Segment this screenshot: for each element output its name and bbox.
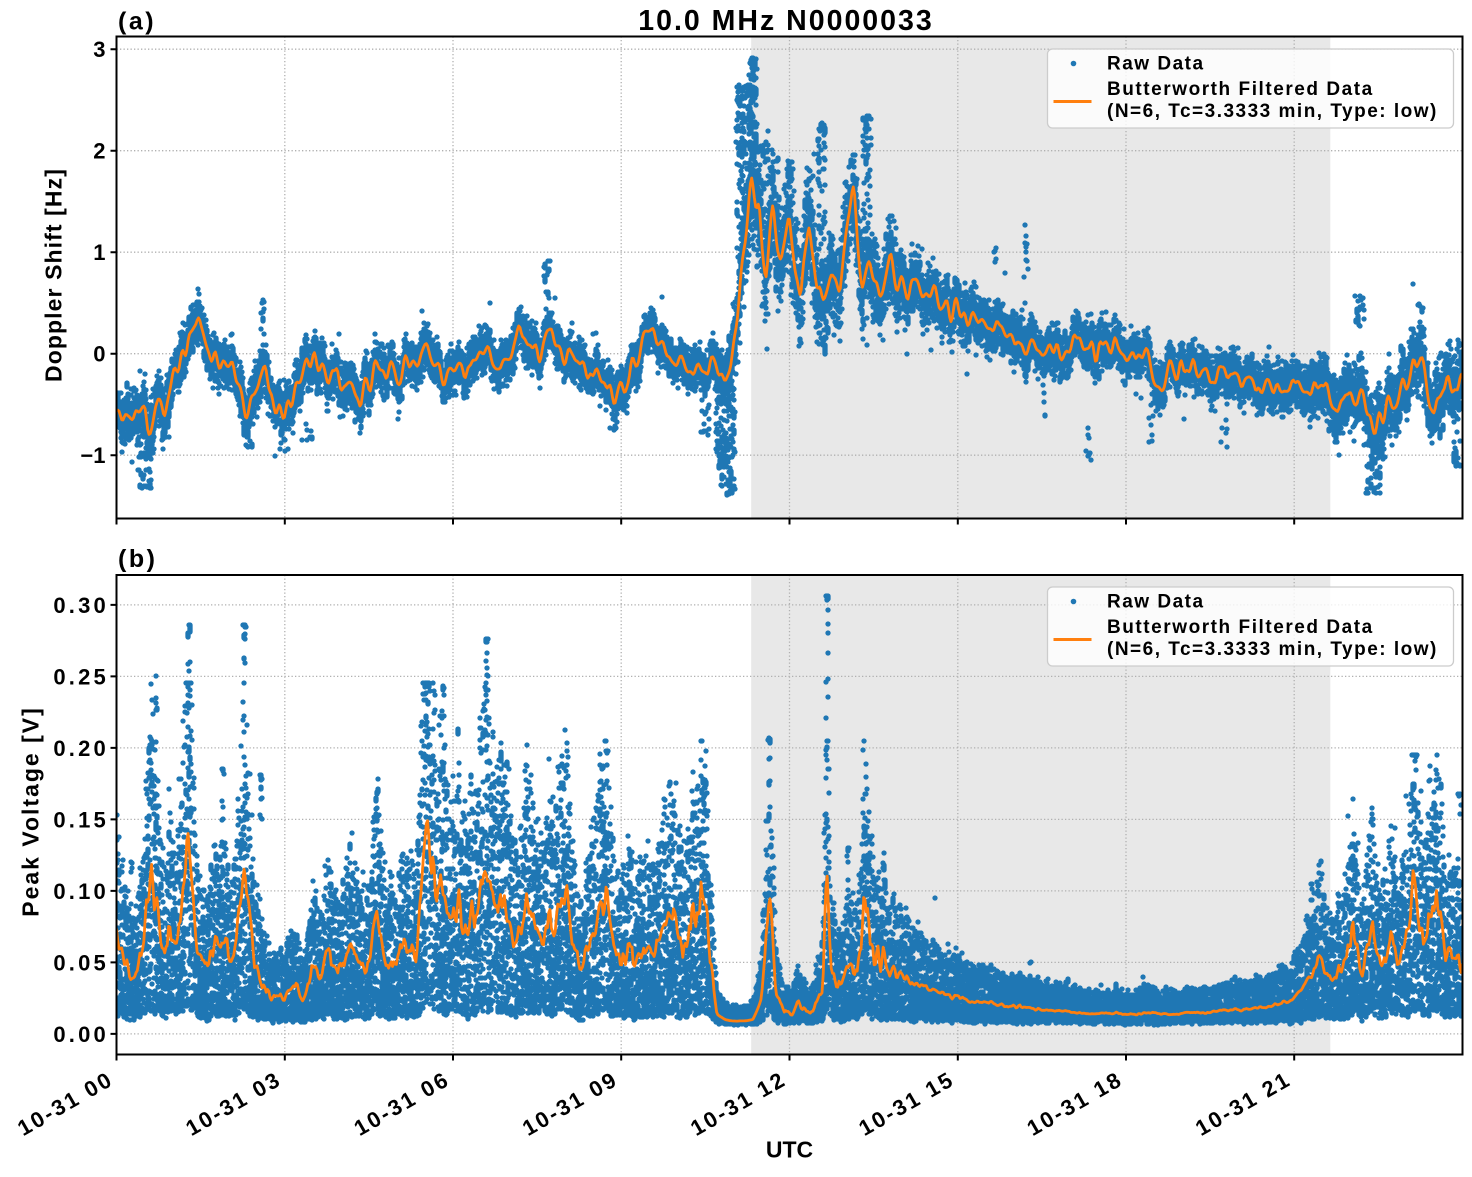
svg-text:0.00: 0.00 bbox=[53, 1022, 109, 1047]
svg-text:0.15: 0.15 bbox=[53, 807, 109, 832]
svg-text:Butterworth Filtered Data: Butterworth Filtered Data bbox=[1107, 617, 1374, 638]
svg-text:0.30: 0.30 bbox=[53, 593, 109, 618]
svg-text:(b): (b) bbox=[118, 545, 157, 573]
svg-text:0.05: 0.05 bbox=[53, 950, 109, 975]
svg-text:Peak Voltage [V]: Peak Voltage [V] bbox=[18, 706, 44, 917]
svg-text:Raw Data: Raw Data bbox=[1107, 592, 1205, 613]
svg-text:−1: −1 bbox=[80, 443, 105, 468]
svg-text:(a): (a) bbox=[118, 8, 156, 36]
svg-text:1: 1 bbox=[93, 240, 105, 265]
svg-text:(N=6, Tc=3.3333 min, Type: low: (N=6, Tc=3.3333 min, Type: low) bbox=[1107, 101, 1438, 122]
svg-text:0.25: 0.25 bbox=[53, 664, 109, 689]
svg-text:Raw Data: Raw Data bbox=[1107, 54, 1205, 75]
svg-text:(N=6, Tc=3.3333 min, Type: low: (N=6, Tc=3.3333 min, Type: low) bbox=[1107, 639, 1438, 660]
svg-text:3: 3 bbox=[93, 37, 105, 62]
svg-text:UTC: UTC bbox=[766, 1137, 813, 1163]
svg-text:10.0 MHz N0000033: 10.0 MHz N0000033 bbox=[638, 5, 933, 37]
svg-text:0.20: 0.20 bbox=[53, 736, 109, 761]
svg-text:0.10: 0.10 bbox=[53, 879, 109, 904]
svg-text:Butterworth Filtered Data: Butterworth Filtered Data bbox=[1107, 79, 1374, 100]
svg-text:0: 0 bbox=[93, 342, 105, 367]
svg-text:2: 2 bbox=[93, 139, 105, 164]
svg-text:Doppler Shift [Hz]: Doppler Shift [Hz] bbox=[41, 168, 67, 382]
